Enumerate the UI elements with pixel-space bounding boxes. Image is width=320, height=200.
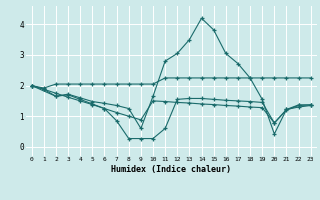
X-axis label: Humidex (Indice chaleur): Humidex (Indice chaleur) (111, 165, 231, 174)
